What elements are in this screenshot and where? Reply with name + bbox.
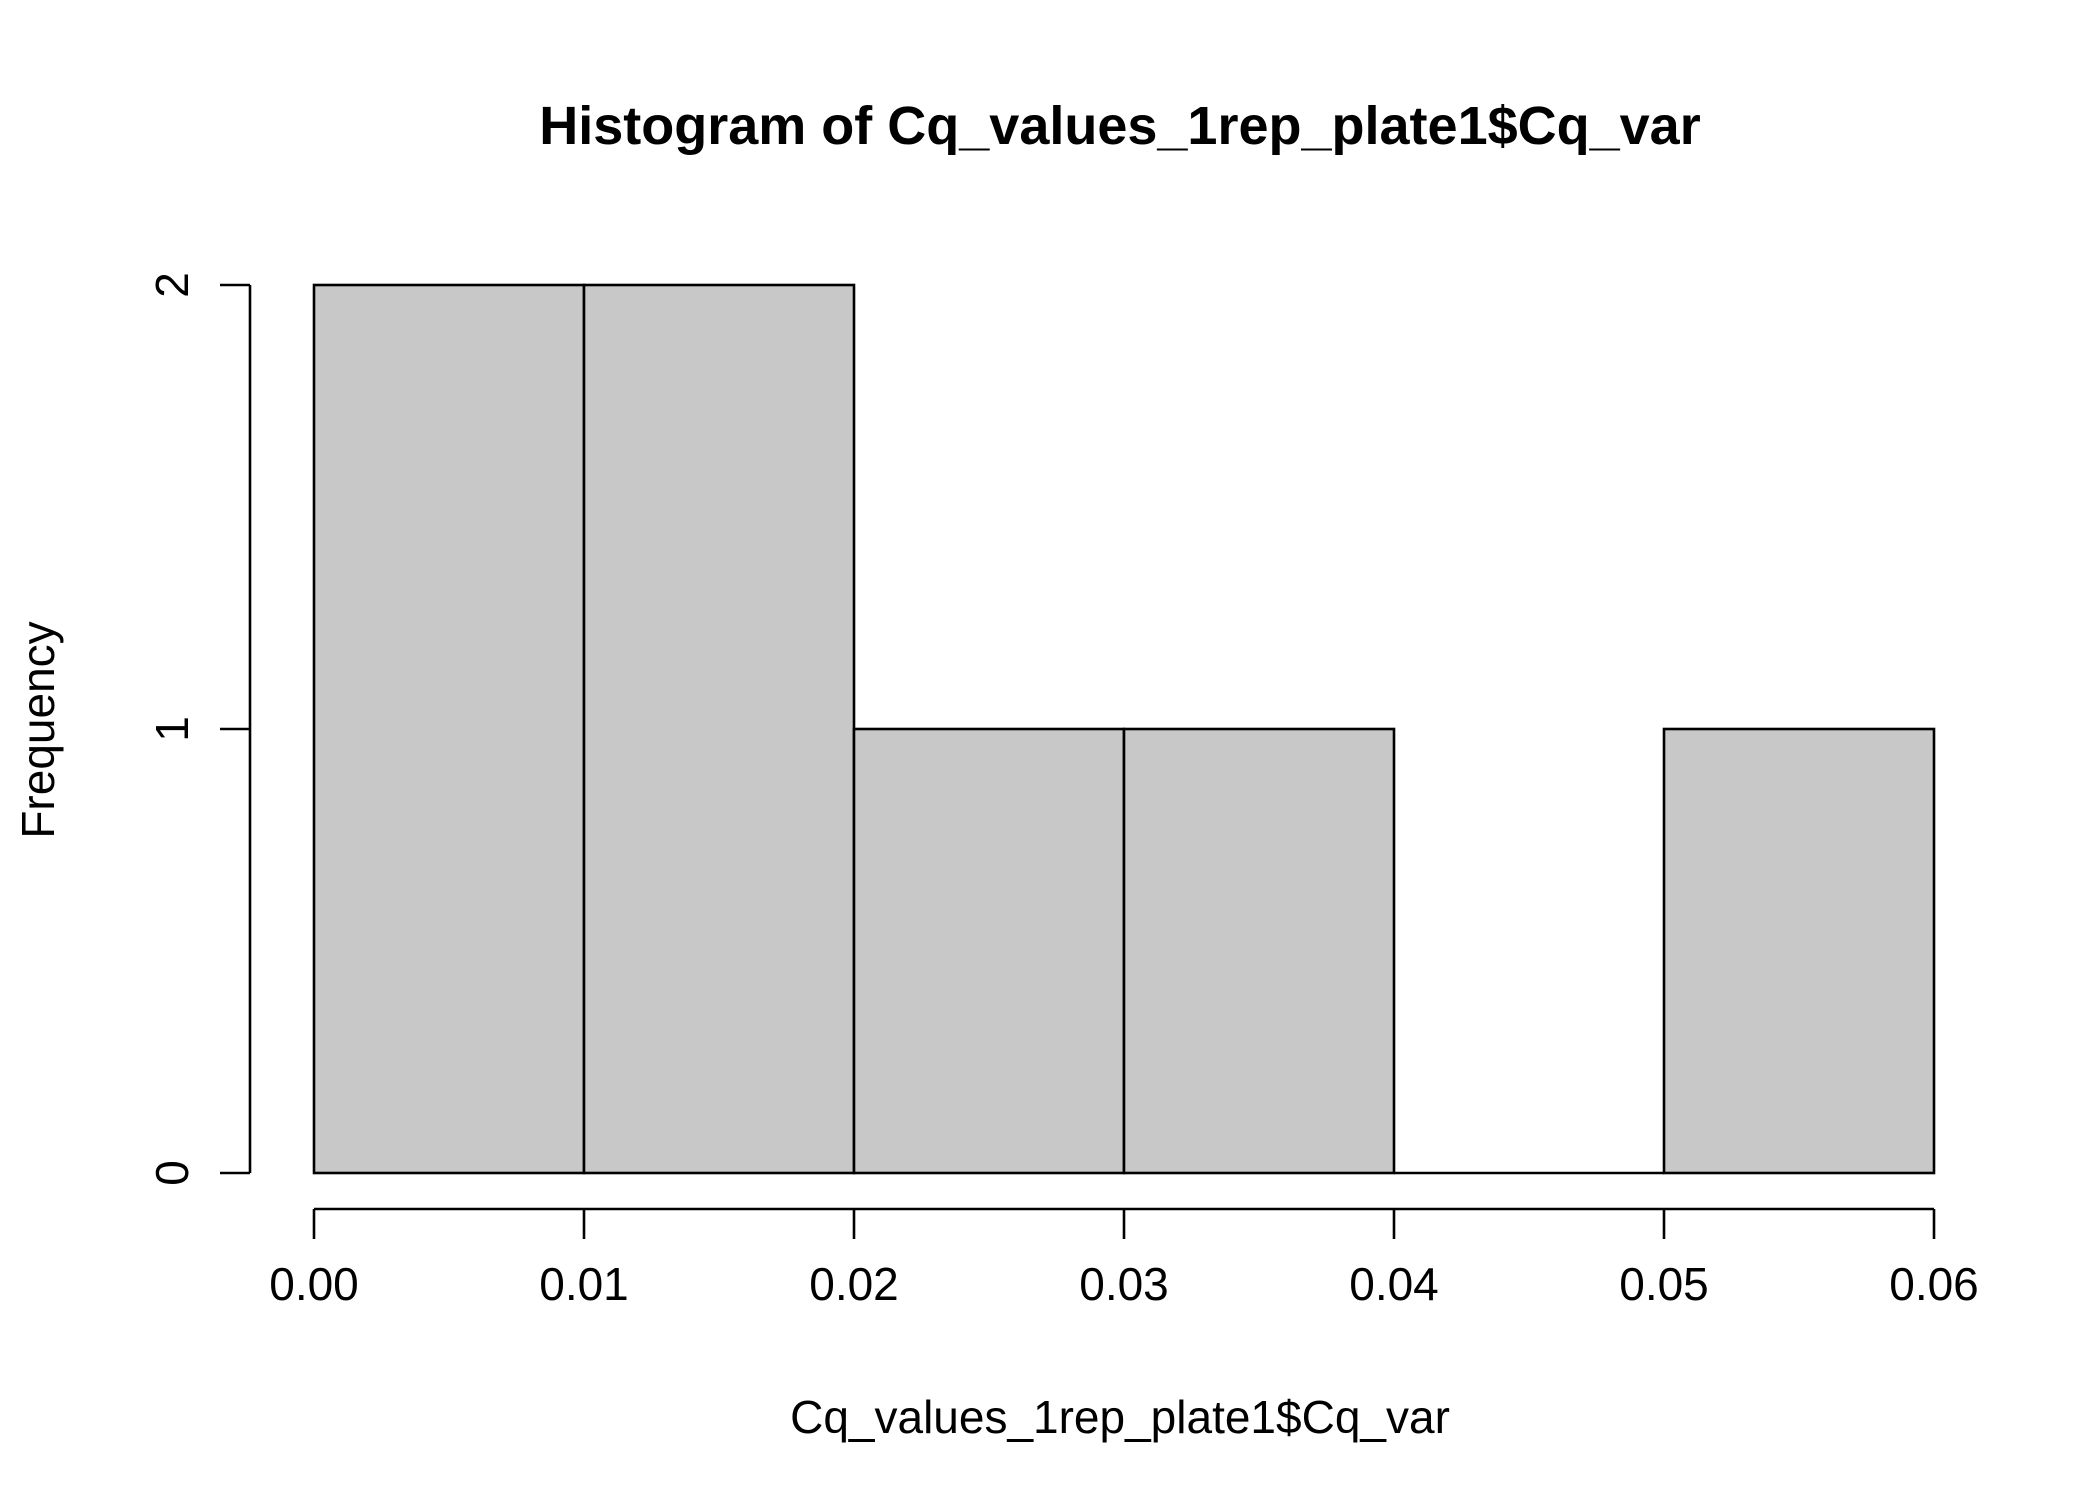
histogram-bar-0 <box>312 283 586 1175</box>
x-tick-label-4: 0.04 <box>1349 1258 1439 1310</box>
histogram-bar-1 <box>582 283 856 1175</box>
x-tick-label-0: 0.00 <box>269 1258 359 1310</box>
y-axis: 0 1 2 <box>146 272 252 1186</box>
y-tick-label-1: 1 <box>146 716 198 742</box>
y-tick-label-0: 0 <box>146 1160 198 1186</box>
histogram-bar-3 <box>1122 727 1396 1175</box>
bars-group <box>312 283 1936 1175</box>
x-axis-label: Cq_values_1rep_plate1$Cq_var <box>790 1391 1450 1443</box>
y-tick-label-2: 2 <box>146 272 198 298</box>
x-tick-label-1: 0.01 <box>539 1258 629 1310</box>
x-tick-label-2: 0.02 <box>809 1258 899 1310</box>
y-axis-label: Frequency <box>12 621 64 838</box>
x-axis: 0.00 0.01 0.02 0.03 0.04 0.05 0.06 <box>269 1207 1979 1310</box>
x-tick-label-6: 0.06 <box>1889 1258 1979 1310</box>
x-tick-label-3: 0.03 <box>1079 1258 1169 1310</box>
histogram-bar-2 <box>852 727 1126 1175</box>
x-tick-label-5: 0.05 <box>1619 1258 1709 1310</box>
chart-title: Histogram of Cq_values_1rep_plate1$Cq_va… <box>539 96 1700 156</box>
histogram-bar-5 <box>1662 727 1936 1175</box>
